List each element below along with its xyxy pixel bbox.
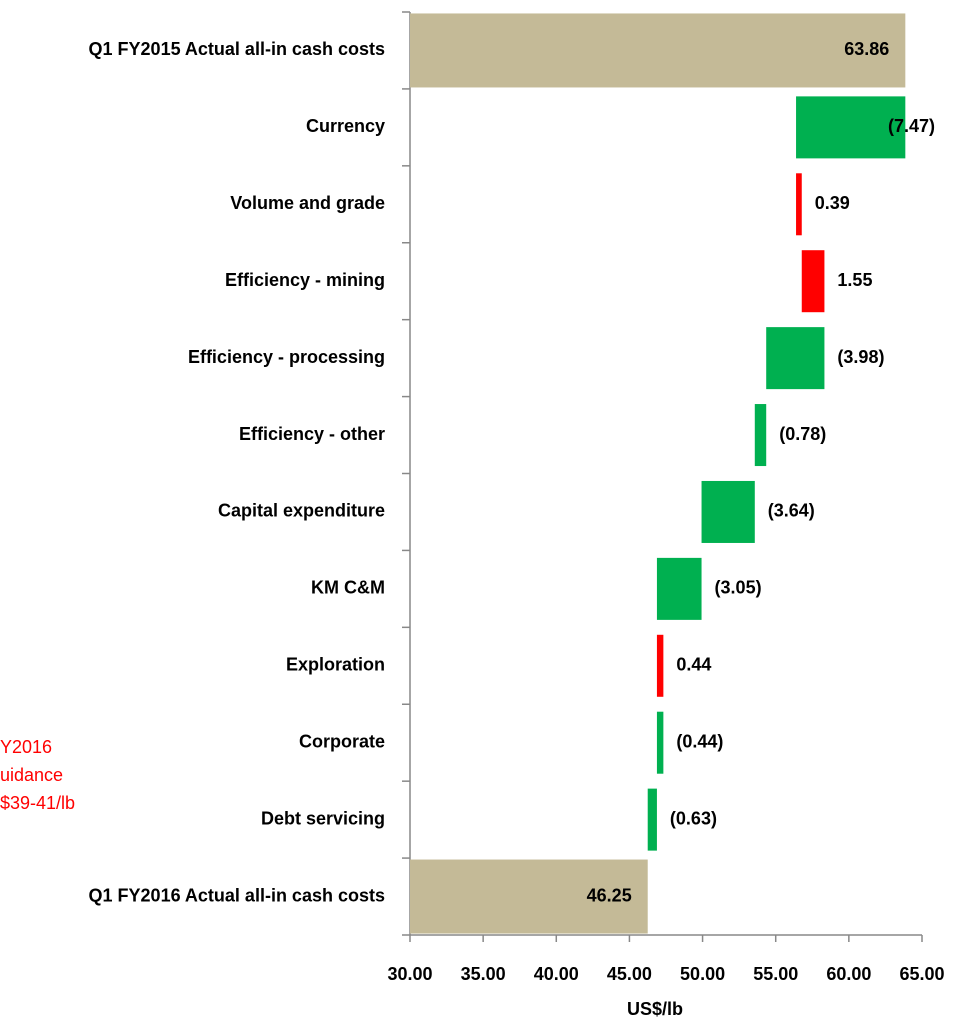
value-label: 46.25 xyxy=(587,885,632,905)
value-label: 1.55 xyxy=(837,270,872,290)
category-label: Corporate xyxy=(299,731,385,751)
value-label: (0.78) xyxy=(779,424,826,444)
value-label: (3.05) xyxy=(715,578,762,598)
category-label: Q1 FY2016 Actual all-in cash costs xyxy=(89,885,385,905)
x-tick-label: 45.00 xyxy=(607,964,652,984)
value-label: (0.44) xyxy=(676,731,723,751)
category-label: Efficiency - mining xyxy=(225,270,385,290)
category-label: Efficiency - other xyxy=(239,424,385,444)
bar xyxy=(656,557,702,620)
bar xyxy=(801,250,825,313)
value-label: (3.64) xyxy=(768,501,815,521)
bar xyxy=(796,96,906,159)
annotation: Y2016 xyxy=(0,737,52,757)
category-label: Q1 FY2015 Actual all-in cash costs xyxy=(89,39,385,59)
bar xyxy=(766,327,825,390)
x-tick-label: 55.00 xyxy=(753,964,798,984)
value-label: 0.44 xyxy=(676,655,711,675)
category-label: Exploration xyxy=(286,655,385,675)
value-label: (0.63) xyxy=(670,808,717,828)
category-label: Currency xyxy=(306,116,385,136)
bar xyxy=(656,634,664,697)
value-label: (7.47) xyxy=(888,116,935,136)
bar xyxy=(754,404,767,467)
bar xyxy=(410,859,648,934)
x-tick-label: 30.00 xyxy=(387,964,432,984)
bar xyxy=(647,788,657,851)
value-label: 0.39 xyxy=(815,193,850,213)
x-tick-label: 50.00 xyxy=(680,964,725,984)
x-tick-label: 40.00 xyxy=(534,964,579,984)
x-tick-label: 65.00 xyxy=(899,964,944,984)
category-label: Efficiency - processing xyxy=(188,347,385,367)
category-label: KM C&M xyxy=(311,578,385,598)
annotation: uidance xyxy=(0,765,63,785)
x-tick-label: 35.00 xyxy=(461,964,506,984)
bar xyxy=(701,480,755,543)
annotation: $39-41/lb xyxy=(0,793,75,813)
x-tick-label: 60.00 xyxy=(826,964,871,984)
bar xyxy=(410,13,906,88)
value-label: 63.86 xyxy=(844,39,889,59)
category-label: Capital expenditure xyxy=(218,501,385,521)
x-axis-title: US$/lb xyxy=(627,999,683,1019)
value-label: (3.98) xyxy=(837,347,884,367)
category-label: Debt servicing xyxy=(261,808,385,828)
bar xyxy=(656,711,664,774)
category-label: Volume and grade xyxy=(230,193,385,213)
bar xyxy=(796,173,802,236)
